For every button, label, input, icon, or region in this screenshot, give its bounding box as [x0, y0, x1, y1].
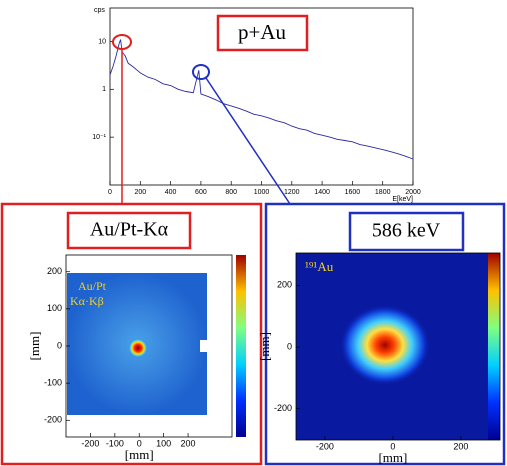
- x-tick-label: 200: [453, 441, 468, 451]
- y-tick-label: 100: [47, 303, 62, 313]
- highlight: [192, 64, 210, 80]
- x-tick-label: 0: [137, 438, 142, 448]
- x-tick-label: -200: [316, 441, 334, 451]
- x-tick-label: 0: [108, 189, 112, 196]
- hot-spot: [340, 305, 430, 385]
- highlight: [112, 34, 132, 50]
- title-box: [216, 14, 309, 52]
- x-axis-label: [mm]: [378, 450, 407, 465]
- left-panel: [0, 202, 263, 466]
- x-tick-label: 100: [156, 438, 171, 448]
- x-tick-label: 2000: [405, 189, 421, 196]
- y-tick-label: 10⁻¹: [92, 134, 106, 141]
- y-tick-label: 10: [98, 38, 106, 45]
- right-panel: [264, 202, 506, 466]
- x-tick-label: 1800: [375, 189, 391, 196]
- x-tick-label: 400: [165, 189, 177, 196]
- y-axis-label: [mm]: [257, 332, 272, 361]
- y-tick-label: 0: [287, 341, 292, 351]
- spectrum-line: [109, 39, 414, 160]
- y-tick-label: 200: [277, 280, 292, 290]
- x-tick-label: 1200: [284, 189, 300, 196]
- x-tick-label: 800: [225, 189, 237, 196]
- y-tick-label: -200: [44, 415, 62, 425]
- y-tick-label: -200: [274, 403, 292, 413]
- x-tick-label: -100: [106, 438, 124, 448]
- colorbar: [236, 255, 246, 437]
- title-box: [348, 211, 465, 252]
- x-axis-label: E[keV]: [392, 196, 413, 203]
- y-tick-label: 200: [47, 266, 62, 276]
- x-axis-label: [mm]: [125, 447, 154, 462]
- annotation: Kα·Kβ: [70, 294, 104, 308]
- chart-title: 586 keV: [372, 220, 441, 242]
- x-tick-label: -200: [81, 438, 99, 448]
- heatmap-notch: [200, 340, 207, 352]
- annotation: Au/Pt: [78, 279, 107, 293]
- x-tick-label: 200: [134, 189, 146, 196]
- y-tick-label: 0: [57, 340, 62, 350]
- hot-spot: [128, 338, 148, 358]
- x-tick-label: 1600: [345, 189, 361, 196]
- x-tick-label: 1000: [254, 189, 270, 196]
- y-axis-label: cps: [94, 7, 105, 14]
- connector: [205, 77, 291, 205]
- x-tick-label: 200: [181, 438, 196, 448]
- plot-frame: [295, 252, 501, 441]
- y-axis-label: [mm]: [27, 332, 42, 361]
- x-tick-label: 0: [390, 441, 395, 451]
- annotation: ¹⁹¹Au: [305, 259, 334, 274]
- title-box: [66, 211, 192, 250]
- chart-title: p+Au: [238, 20, 287, 44]
- colorbar: [488, 253, 500, 440]
- y-tick-label: -100: [44, 378, 62, 388]
- chart-title: Au/Pt-Kα: [90, 219, 169, 241]
- y-tick-label: 1: [102, 86, 106, 93]
- x-tick-label: 600: [195, 189, 207, 196]
- x-tick-label: 1400: [314, 189, 330, 196]
